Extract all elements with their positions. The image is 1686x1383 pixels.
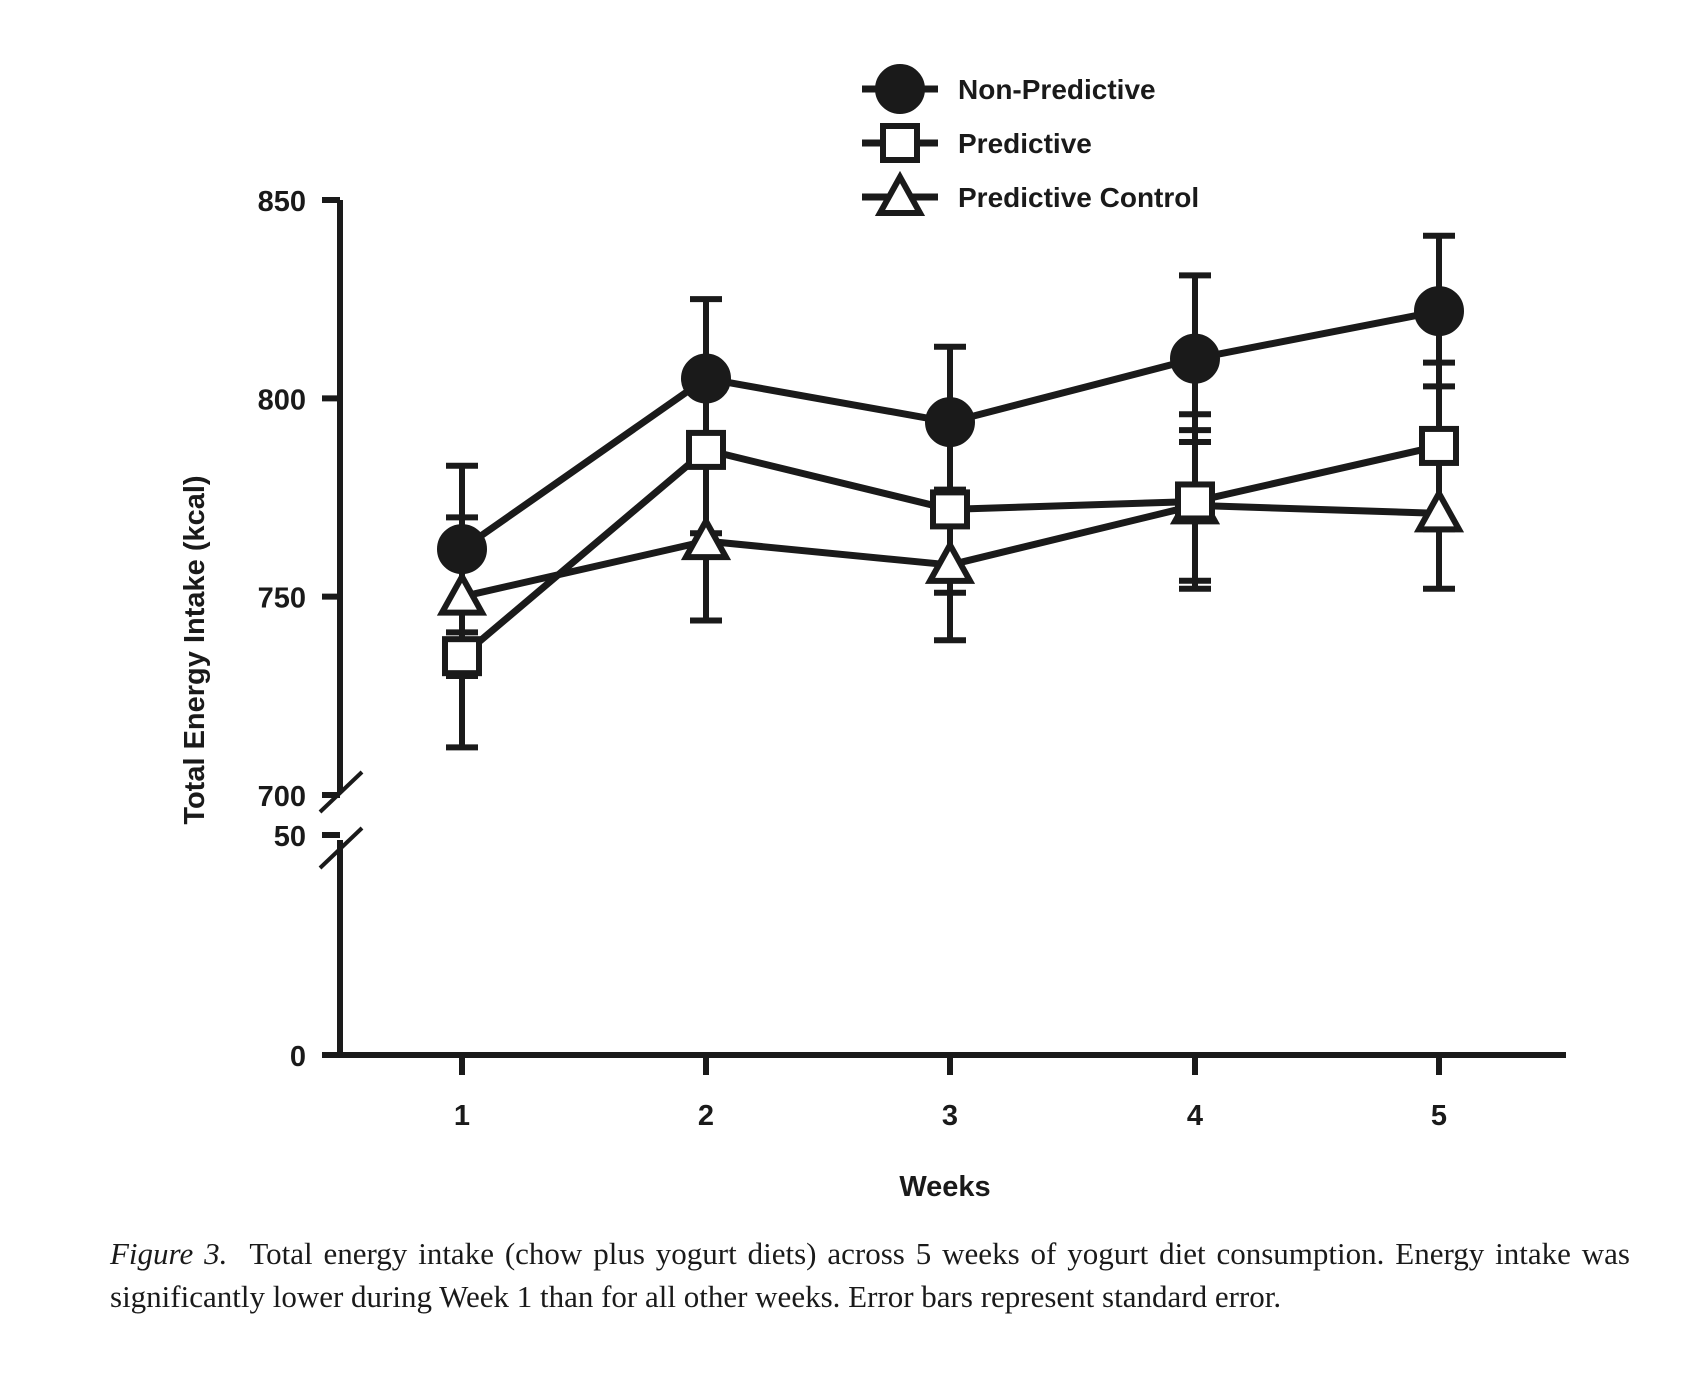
series-markers bbox=[437, 286, 1464, 575]
data-point bbox=[1414, 286, 1464, 337]
data-point bbox=[1175, 481, 1215, 522]
data-point bbox=[686, 429, 726, 470]
data-point bbox=[680, 514, 732, 561]
x-tick-label: 5 bbox=[1431, 1100, 1447, 1132]
data-point bbox=[874, 170, 926, 216]
y-axis-title: Total Energy Intake (kcal) bbox=[179, 475, 211, 824]
data-point bbox=[924, 538, 976, 584]
y-tick-label: 800 bbox=[258, 384, 306, 416]
caption-label: Figure 3. bbox=[110, 1236, 228, 1271]
data-point bbox=[442, 636, 482, 677]
x-tick-label: 1 bbox=[454, 1100, 470, 1132]
y-tick-label: 700 bbox=[258, 781, 306, 813]
x-axis-title: Weeks bbox=[899, 1171, 990, 1203]
y-tick-label: 0 bbox=[290, 1041, 306, 1073]
legend-entry: Predictive bbox=[862, 123, 1092, 163]
axes: 0 50 700 750 800 850 1 2 3 4 5 bbox=[258, 186, 1566, 1132]
axis-break-mark bbox=[318, 826, 364, 870]
data-point bbox=[875, 64, 925, 114]
legend-label: Predictive bbox=[958, 128, 1092, 159]
legend: Non-Predictive Predictive Predictive Contr… bbox=[862, 64, 1199, 216]
data-point bbox=[880, 123, 920, 163]
x-tick-label: 4 bbox=[1187, 1100, 1203, 1132]
data-point bbox=[925, 397, 975, 448]
legend-label: Predictive Control bbox=[958, 182, 1199, 213]
data-point bbox=[437, 524, 487, 575]
legend-entry: Predictive Control bbox=[862, 170, 1199, 216]
data-point bbox=[1413, 487, 1465, 533]
series-group bbox=[436, 232, 1465, 751]
axis-break-mark bbox=[318, 770, 364, 814]
figure-caption: Figure 3. Total energy intake (chow plus … bbox=[110, 1232, 1630, 1318]
data-point bbox=[681, 353, 731, 404]
data-point bbox=[1419, 425, 1459, 466]
series-markers bbox=[442, 425, 1459, 677]
legend-label: Non-Predictive bbox=[958, 74, 1156, 105]
caption-text: Total energy intake (chow plus yogurt di… bbox=[110, 1236, 1630, 1314]
x-tick-label: 3 bbox=[942, 1100, 958, 1132]
x-tick-label: 2 bbox=[698, 1100, 714, 1132]
data-point bbox=[436, 570, 488, 616]
y-tick-label: 850 bbox=[258, 186, 306, 218]
legend-entry: Non-Predictive bbox=[862, 64, 1156, 114]
data-point bbox=[930, 489, 970, 530]
y-tick-label: 50 bbox=[274, 821, 306, 853]
data-point bbox=[1170, 333, 1220, 384]
line-chart: 0 50 700 750 800 850 1 2 3 4 5 Non-Predictive Predi… bbox=[179, 64, 1566, 1203]
y-tick-label: 750 bbox=[258, 583, 306, 615]
